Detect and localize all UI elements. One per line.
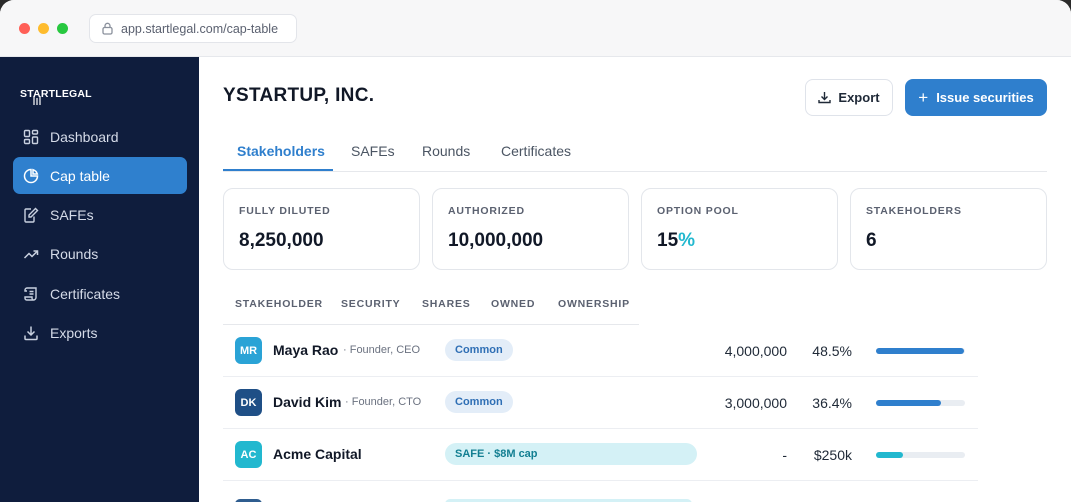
stakeholder-name: David Kim <box>273 394 342 410</box>
download-icon <box>818 92 832 104</box>
stat-label: AUTHORIZED <box>448 205 525 217</box>
ownership-bar-fill <box>876 400 941 406</box>
plus-icon: + <box>918 88 929 107</box>
stat-value: 8,250,000 <box>239 230 324 251</box>
owned-value: $250k <box>813 447 852 463</box>
table-header: STAKEHOLDER SECURITY SHARES OWNED OWNERS… <box>223 295 639 325</box>
avatar: AC <box>235 441 262 468</box>
stakeholder-name: Acme Capital <box>273 446 362 462</box>
table-row[interactable]: DK David Kim · Founder, CTO Common 3,000… <box>223 377 978 429</box>
pie-chart-icon <box>23 168 39 184</box>
shares-value: - <box>782 447 787 463</box>
shares-value: 3,000,000 <box>724 395 787 411</box>
security-badge <box>445 499 692 502</box>
sidebar-item-label: Exports <box>50 324 98 341</box>
close-window-button[interactable] <box>19 23 30 34</box>
sidebar-item-label: Dashboard <box>50 128 119 145</box>
stat-value-suffix: % <box>678 230 696 251</box>
sidebar-item-label: Rounds <box>50 246 99 263</box>
security-badge: Common <box>445 339 513 361</box>
document-edit-icon <box>24 207 39 223</box>
issue-securities-label: Issue securities <box>936 90 1034 105</box>
tab-bar: Stakeholders SAFEs Rounds Certificates <box>223 134 1047 172</box>
export-button-label: Export <box>838 90 880 105</box>
stat-label: STAKEHOLDERS <box>866 205 962 217</box>
stat-value-wrap: 15% <box>657 230 695 252</box>
ownership-bar <box>876 400 965 406</box>
sidebar: STARTLEGAL Dashboard Cap table <box>0 57 199 502</box>
stat-card-stakeholders: STAKEHOLDERS 6 <box>850 188 1047 270</box>
ownership-bar <box>876 452 965 458</box>
stat-value: 10,000,000 <box>448 230 544 251</box>
maximize-window-button[interactable] <box>57 23 68 34</box>
sidebar-item-certificates[interactable]: Certificates <box>13 275 187 312</box>
sidebar-item-dashboard[interactable]: Dashboard <box>13 118 187 155</box>
sidebar-item-label: Cap table <box>50 167 110 184</box>
tab-stakeholders[interactable]: Stakeholders <box>237 143 325 159</box>
tab-certificates[interactable]: Certificates <box>501 143 572 159</box>
stat-value: 6 <box>866 230 877 251</box>
trend-up-icon <box>23 250 39 259</box>
sidebar-item-rounds[interactable]: Rounds <box>13 236 187 273</box>
column-header-owned[interactable]: OWNED <box>491 298 536 310</box>
owned-value: 36.4% <box>812 395 852 411</box>
table-row-partial[interactable] <box>223 497 978 502</box>
column-header-ownership[interactable]: OWNERSHIP <box>558 298 630 310</box>
sidebar-item-cap-table[interactable]: Cap table <box>13 157 187 195</box>
minimize-window-button[interactable] <box>38 23 49 34</box>
column-header-security[interactable]: SECURITY <box>341 298 401 310</box>
table-row[interactable]: MR Maya Rao · Founder, CEO Common 4,000,… <box>223 325 978 377</box>
address-url: app.startlegal.com/cap-table <box>121 21 279 36</box>
security-badge: SAFE · $8M cap <box>445 443 697 465</box>
brand-logo[interactable]: STARTLEGAL <box>20 84 92 105</box>
stat-card-option-pool: OPTION POOL 15% <box>641 188 838 270</box>
stat-card-fully-diluted: FULLY DILUTED 8,250,000 <box>223 188 420 270</box>
sidebar-nav: Dashboard Cap table SAFEs Rounds <box>13 118 187 354</box>
sidebar-item-label: SAFEs <box>50 207 94 224</box>
address-bar[interactable]: app.startlegal.com/cap-table <box>89 14 297 43</box>
stakeholder-role: · Founder, CTO <box>345 396 422 408</box>
dashboard-icon <box>23 129 39 144</box>
brand-name: STARTLEGAL <box>20 88 92 100</box>
avatar: MR <box>235 337 262 364</box>
stat-label: OPTION POOL <box>657 205 739 217</box>
tab-rounds[interactable]: Rounds <box>422 143 471 159</box>
active-tab-indicator <box>223 169 333 171</box>
stat-value: 15 <box>657 230 679 251</box>
tab-safes[interactable]: SAFEs <box>351 143 395 159</box>
table-row[interactable]: AC Acme Capital SAFE · $8M cap - $250k <box>223 429 978 481</box>
page-title: YSTARTUP, INC. <box>223 85 375 106</box>
main-content: YSTARTUP, INC. Export + Issue securities… <box>199 57 1071 502</box>
scroll-icon <box>24 286 37 301</box>
column-header-stakeholder[interactable]: STAKEHOLDER <box>235 298 323 310</box>
issue-securities-button[interactable]: + Issue securities <box>905 79 1047 116</box>
sidebar-item-safes[interactable]: SAFEs <box>13 197 187 234</box>
lock-icon <box>102 22 113 35</box>
stat-card-authorized: AUTHORIZED 10,000,000 <box>432 188 629 270</box>
export-button[interactable]: Export <box>805 79 893 116</box>
logo-mark-icon <box>33 96 41 105</box>
ownership-bar-fill <box>876 348 964 354</box>
sidebar-item-label: Certificates <box>50 285 121 302</box>
security-badge: Common <box>445 391 513 413</box>
column-header-shares[interactable]: SHARES <box>422 298 471 310</box>
shares-value: 4,000,000 <box>724 343 787 359</box>
ownership-bar <box>876 348 965 354</box>
owned-value: 48.5% <box>812 343 852 359</box>
avatar <box>235 499 262 502</box>
stakeholder-name: Maya Rao <box>273 342 339 358</box>
browser-titlebar: app.startlegal.com/cap-table <box>0 0 1071 57</box>
ownership-bar-fill <box>876 452 903 458</box>
download-icon <box>24 326 38 341</box>
sidebar-item-exports[interactable]: Exports <box>13 314 187 351</box>
avatar: DK <box>235 389 262 416</box>
stakeholder-role: · Founder, CEO <box>343 344 421 356</box>
stat-label: FULLY DILUTED <box>239 205 331 217</box>
